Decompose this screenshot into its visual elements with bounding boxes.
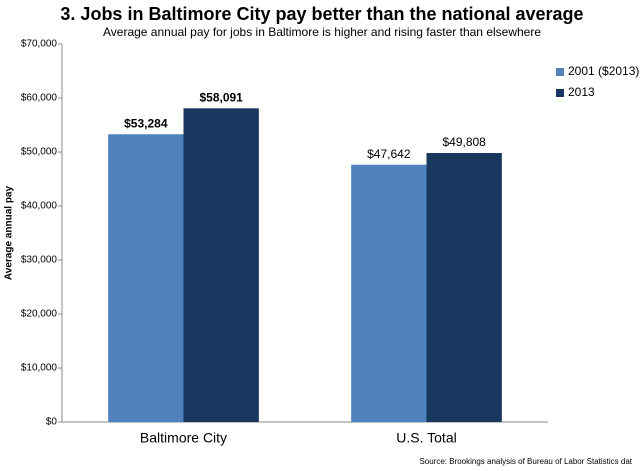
y-tick-label: $70,000 — [21, 39, 58, 50]
legend-swatch — [556, 68, 564, 76]
bar — [426, 153, 502, 422]
source-note: Source: Brookings analysis of Bureau of … — [419, 457, 632, 466]
legend-swatch — [556, 89, 564, 97]
legend-label: 2013 — [568, 85, 595, 99]
y-tick-label: $0 — [46, 417, 58, 428]
y-tick-label: $60,000 — [21, 93, 58, 104]
bar — [183, 108, 259, 423]
value-label: $53,284 — [124, 116, 168, 130]
value-label: $47,642 — [367, 147, 411, 161]
bar — [108, 134, 184, 422]
y-tick-label: $10,000 — [21, 363, 58, 374]
y-tick-label: $40,000 — [21, 201, 58, 212]
bar — [351, 164, 427, 422]
value-label: $58,091 — [199, 90, 243, 104]
legend-label: 2001 ($2013) — [568, 64, 639, 78]
y-tick-label: $20,000 — [21, 309, 58, 320]
y-tick-label: $50,000 — [21, 147, 58, 158]
y-tick-label: $30,000 — [21, 255, 58, 266]
y-axis-label: Average annual pay — [4, 186, 15, 281]
x-tick-label: U.S. Total — [396, 430, 456, 446]
value-label: $49,808 — [442, 135, 486, 149]
chart-title: 3. Jobs in Baltimore City pay better tha… — [60, 4, 583, 24]
x-tick-label: Baltimore City — [140, 430, 227, 446]
chart-subtitle: Average annual pay for jobs in Baltimore… — [103, 25, 541, 39]
